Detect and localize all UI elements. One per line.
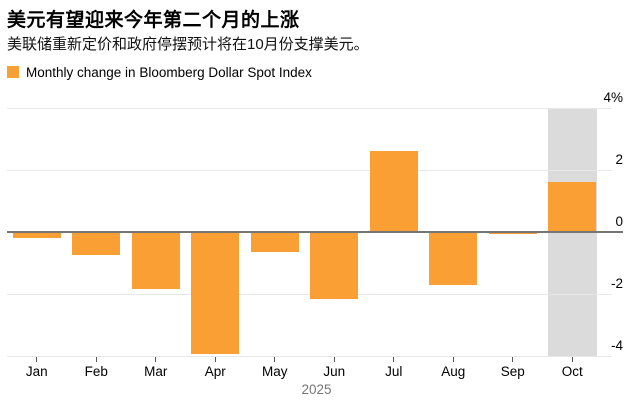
- zero-axis-line: [7, 231, 623, 233]
- page-title: 美元有望迎来今年第二个月的上涨: [7, 10, 300, 31]
- y-axis-label-4%: 4%: [603, 90, 623, 105]
- bar-may: [250, 232, 299, 253]
- x-label-oct: Oct: [561, 364, 583, 379]
- bar-aug: [429, 232, 478, 285]
- x-label-feb: Feb: [84, 364, 108, 379]
- x-tick-oct: [571, 357, 573, 362]
- x-axis-year-label: 2025: [301, 382, 332, 397]
- x-tick-jun: [333, 357, 335, 362]
- bar-jan: [12, 232, 61, 239]
- gridline--2: [7, 294, 612, 295]
- x-label-mar: Mar: [144, 364, 168, 379]
- gridline--4: [7, 356, 612, 357]
- x-tick-aug: [452, 357, 454, 362]
- legend: Monthly change in Bloomberg Dollar Spot …: [7, 64, 312, 80]
- x-label-jun: Jun: [323, 364, 346, 379]
- y-axis-label-0: 0: [615, 214, 623, 229]
- x-tick-jan: [36, 357, 38, 362]
- legend-swatch-icon: [7, 66, 19, 78]
- x-tick-feb: [95, 357, 97, 362]
- gridline-2: [7, 170, 612, 171]
- x-tick-sep: [512, 357, 514, 362]
- x-label-apr: Apr: [204, 364, 226, 379]
- bar-apr: [191, 232, 240, 355]
- bar-jul: [369, 151, 418, 232]
- bar-feb: [72, 232, 121, 256]
- x-tick-jul: [393, 357, 395, 362]
- legend-label: Monthly change in Bloomberg Dollar Spot …: [26, 64, 312, 80]
- x-tick-mar: [155, 357, 157, 362]
- gridline-4%: [7, 108, 612, 109]
- y-axis-label--4: -4: [610, 338, 623, 353]
- y-axis-label-2: 2: [615, 152, 623, 167]
- x-label-jan: Jan: [25, 364, 48, 379]
- bar-sep: [488, 232, 537, 235]
- x-tick-apr: [214, 357, 216, 362]
- x-tick-may: [274, 357, 276, 362]
- x-label-may: May: [261, 364, 288, 379]
- x-label-sep: Sep: [500, 364, 525, 379]
- bar-mar: [131, 232, 180, 290]
- page-subtitle: 美联储重新定价和政府停摆预计将在10月份支撑美元。: [7, 36, 369, 53]
- bar-oct: [548, 182, 597, 232]
- y-axis-label--2: -2: [610, 276, 623, 291]
- x-label-aug: Aug: [441, 364, 466, 379]
- bar-jun: [310, 232, 359, 299]
- x-label-jul: Jul: [385, 364, 403, 379]
